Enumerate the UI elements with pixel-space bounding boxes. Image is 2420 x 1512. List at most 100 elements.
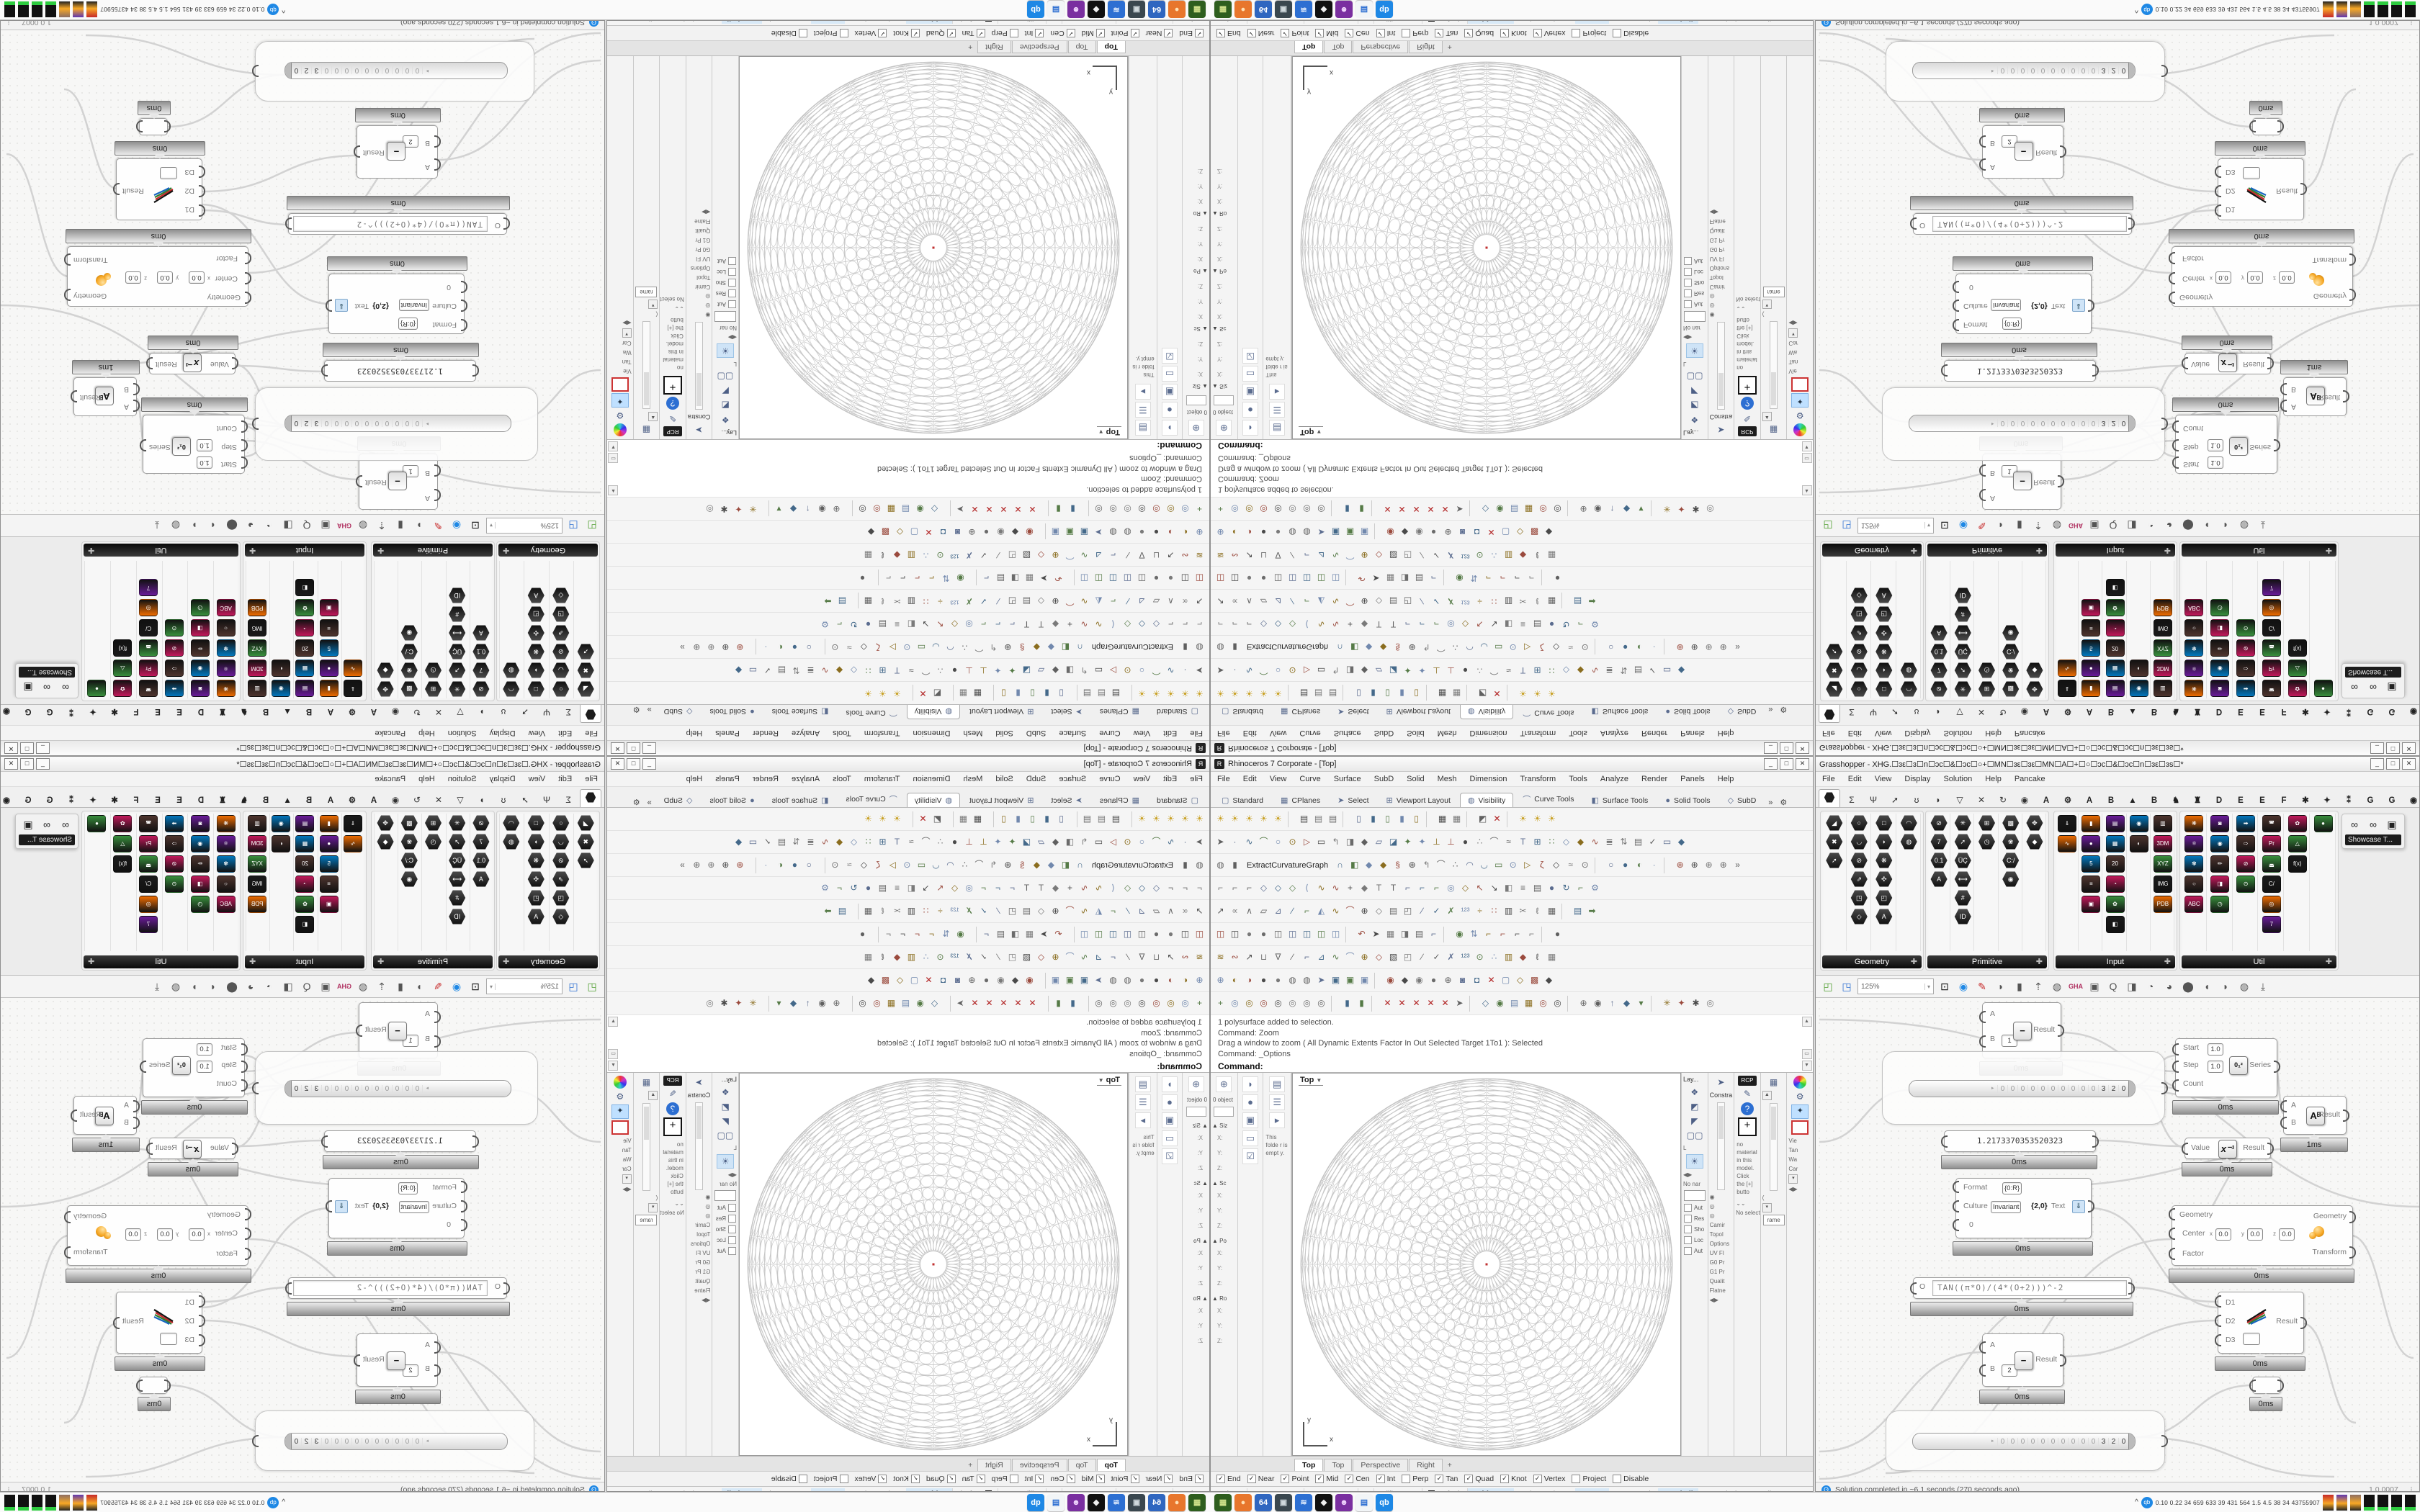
toolbar-icon[interactable]: ● bbox=[1275, 527, 1281, 537]
toolbar-icon[interactable]: ◇ bbox=[931, 504, 938, 514]
component-icon[interactable]: ✿ bbox=[2105, 896, 2125, 913]
expression-component[interactable]: O TAN((π*O)/(4*(O+2)))^-2 0ms bbox=[1910, 196, 2135, 235]
toolbar-icon[interactable]: ⌐ bbox=[886, 929, 892, 939]
toolbar-icon[interactable]: ▷ bbox=[1109, 837, 1117, 847]
toolbar-icon[interactable]: ◆ bbox=[1401, 975, 1409, 985]
toolbar-icon[interactable]: ÷ bbox=[938, 596, 943, 606]
taskbar-terminal-icon[interactable]: ▦ bbox=[1214, 1, 1232, 19]
component-icon[interactable]: ≡ bbox=[319, 876, 339, 893]
toolbar-icon[interactable]: ⊔ bbox=[1152, 550, 1160, 560]
panel-icon[interactable]: ▸ bbox=[1134, 1112, 1151, 1128]
panel-checkbox-sho[interactable]: Sho bbox=[713, 1224, 738, 1235]
toolbar-icon[interactable]: ⌐ bbox=[1528, 573, 1534, 583]
scroll-box-icon[interactable]: ▭ bbox=[1801, 1049, 1812, 1059]
toolbar-icon[interactable]: ✂ bbox=[1519, 906, 1527, 916]
toolbar-gear-icon[interactable]: ⚙ bbox=[632, 705, 640, 714]
toolbar-icon[interactable]: ◎ bbox=[1289, 998, 1296, 1008]
taskbar-document-stack-icon[interactable]: ≋ bbox=[1108, 1, 1125, 19]
component-icon[interactable]: ◰ bbox=[1876, 606, 1893, 622]
output-port[interactable] bbox=[356, 475, 362, 487]
toolbar-icon[interactable]: ◎ bbox=[1231, 504, 1239, 514]
toolbar-icon[interactable]: ▱ bbox=[1260, 906, 1268, 916]
toolbar-icon[interactable]: ◍ bbox=[1216, 860, 1224, 870]
toolbar-icon[interactable]: ⌒ bbox=[1065, 596, 1075, 606]
toolbar-icon[interactable]: ◰ bbox=[1403, 906, 1412, 916]
number-panel-component[interactable]: 1.2173370353520323 0ms bbox=[1941, 1130, 2099, 1169]
panel-icon[interactable]: ✎ bbox=[1743, 1089, 1752, 1099]
gh-toolbar-icon-9[interactable]: ◍ bbox=[358, 981, 368, 992]
toolbar-icon[interactable]: ⊥ bbox=[1433, 665, 1440, 675]
toolbar-icon[interactable]: ◰ bbox=[1008, 550, 1017, 560]
component-icon[interactable]: 7 bbox=[139, 916, 158, 933]
digit-scroller-slider[interactable]: ‣ 0 0 0 0 0 0 0 0 0 0 3 2 0 bbox=[284, 1080, 511, 1097]
output-port[interactable] bbox=[2277, 1380, 2284, 1392]
toolbar-icon[interactable]: ⌐ bbox=[1304, 550, 1309, 560]
toolbar-icon[interactable]: · bbox=[1183, 665, 1187, 675]
dropdown-icon[interactable]: ▾ bbox=[1788, 328, 1798, 338]
input-port[interactable] bbox=[2280, 382, 2287, 395]
toolbar-icon[interactable]: ✕ bbox=[1493, 814, 1501, 824]
gh-plugin-tab-7[interactable]: ♜ bbox=[218, 707, 227, 716]
gh-plugin-tab-9[interactable]: E bbox=[176, 796, 182, 805]
format-component[interactable]: Format {0:R} Culture Invariant {2,0} Text ⇓ 0 0m… bbox=[326, 256, 467, 334]
component-icon[interactable]: ◔ bbox=[295, 876, 315, 893]
boxedit-section-sc[interactable]: ▲ Sc bbox=[1212, 325, 1227, 332]
toolbar-icon[interactable]: ● bbox=[1462, 665, 1469, 675]
toolbar-icon[interactable]: ◎ bbox=[1260, 504, 1268, 514]
component-icon[interactable]: 20 bbox=[2105, 855, 2125, 873]
toolbar-icon[interactable]: ⊕ bbox=[1579, 998, 1587, 1008]
value-chip[interactable]: 0.0 bbox=[157, 1228, 173, 1241]
toolbar-icon[interactable]: ⊕ bbox=[1676, 860, 1684, 870]
rhino-toolbar-tab-standard[interactable]: ▢ Standard bbox=[1222, 796, 1264, 806]
toolbar-icon[interactable]: ∷ bbox=[1549, 837, 1555, 847]
component-icon[interactable]: □ bbox=[527, 815, 544, 831]
toolbar-icon[interactable]: ↰ bbox=[1422, 860, 1430, 870]
toolbar-icon[interactable]: ➤ bbox=[1372, 573, 1380, 583]
toolbar-icon[interactable]: ⚙ bbox=[821, 883, 829, 893]
gh-plugin-tab-7[interactable]: ♜ bbox=[2193, 796, 2202, 805]
gh-toolbar-icon-15[interactable]: ◕ bbox=[247, 981, 254, 992]
toolbar-icon[interactable]: ▤ bbox=[1415, 929, 1424, 939]
component-icon[interactable]: ◷ bbox=[2210, 599, 2230, 616]
toolbar-icon[interactable]: § bbox=[1395, 860, 1400, 870]
panel-checkbox-aut[interactable]: Aut bbox=[713, 256, 738, 266]
toolbar-icon[interactable]: ζ bbox=[1539, 860, 1544, 870]
taskbar-screenshot-icon[interactable]: ▣ bbox=[1128, 1, 1145, 19]
component-icon[interactable]: ❋ bbox=[1876, 852, 1893, 868]
gh-menu-file[interactable]: File bbox=[1822, 775, 1835, 783]
component-icon[interactable]: ✖ bbox=[1826, 834, 1843, 850]
toolbar-icon[interactable]: ◇ bbox=[1124, 883, 1131, 893]
showcase-tool-icon[interactable]: ∞ bbox=[62, 819, 69, 830]
toolbar-icon[interactable]: ◇ bbox=[1461, 883, 1469, 893]
toolbar-icon[interactable]: ◎ bbox=[1167, 504, 1175, 514]
osnap-checkbox-knot[interactable]: ✓ Knot bbox=[1500, 1475, 1527, 1483]
toolbar-icon[interactable]: ☀ bbox=[1181, 814, 1189, 824]
toolbar-icon[interactable]: ◉ bbox=[916, 998, 924, 1008]
component-icon[interactable]: ◚ bbox=[139, 815, 158, 832]
layer-tool-icon[interactable]: ◩ bbox=[1690, 1102, 1699, 1112]
toolbar-icon[interactable]: ⌒ bbox=[921, 837, 931, 847]
panel-icon[interactable]: ➤ bbox=[1717, 425, 1725, 435]
input-port[interactable] bbox=[1979, 158, 1986, 171]
gh-menu-pancake[interactable]: Pancake bbox=[2014, 729, 2045, 737]
component-icon[interactable]: ⚛ bbox=[216, 835, 236, 852]
rhino-toolbar-tab-solid-tools[interactable]: ● Solid Tools bbox=[709, 707, 755, 716]
gh-menu-solution[interactable]: Solution bbox=[447, 729, 477, 737]
gh-tab-icon-2[interactable]: Ψ bbox=[542, 707, 551, 717]
rhino-titlebar[interactable]: R Rhinoceros 7 Corporate - [Top] _ □ ✕ bbox=[1211, 757, 1813, 772]
rhino-toolbar-tab-viewport-layout[interactable]: ⊞ Viewport Layout bbox=[1386, 796, 1451, 806]
toolbar-icon[interactable]: ◆ bbox=[1052, 837, 1059, 847]
gh-tab-icon-9[interactable]: ◉ bbox=[391, 707, 400, 717]
toolbar-icon[interactable]: ∿ bbox=[1080, 550, 1088, 560]
toolbar-icon[interactable]: ◇ bbox=[1289, 619, 1296, 629]
rhino-toolbar-tab-select[interactable]: ➤ Select bbox=[1337, 796, 1369, 806]
component-icon[interactable]: ▮ bbox=[2081, 680, 2101, 697]
osnap-checkbox-int[interactable]: ✓ Int bbox=[1376, 29, 1395, 37]
component-icon[interactable]: ⊞ bbox=[425, 815, 442, 831]
toolbar-icon[interactable]: ▯ bbox=[1385, 688, 1390, 698]
gh-toolbar-icon-10[interactable]: GHA bbox=[2069, 983, 2083, 990]
toolbar-icon[interactable]: ➡ bbox=[824, 906, 832, 916]
toolbar-icon[interactable]: ⊕ bbox=[1408, 860, 1416, 870]
component-icon[interactable]: ◐ bbox=[2129, 835, 2148, 852]
